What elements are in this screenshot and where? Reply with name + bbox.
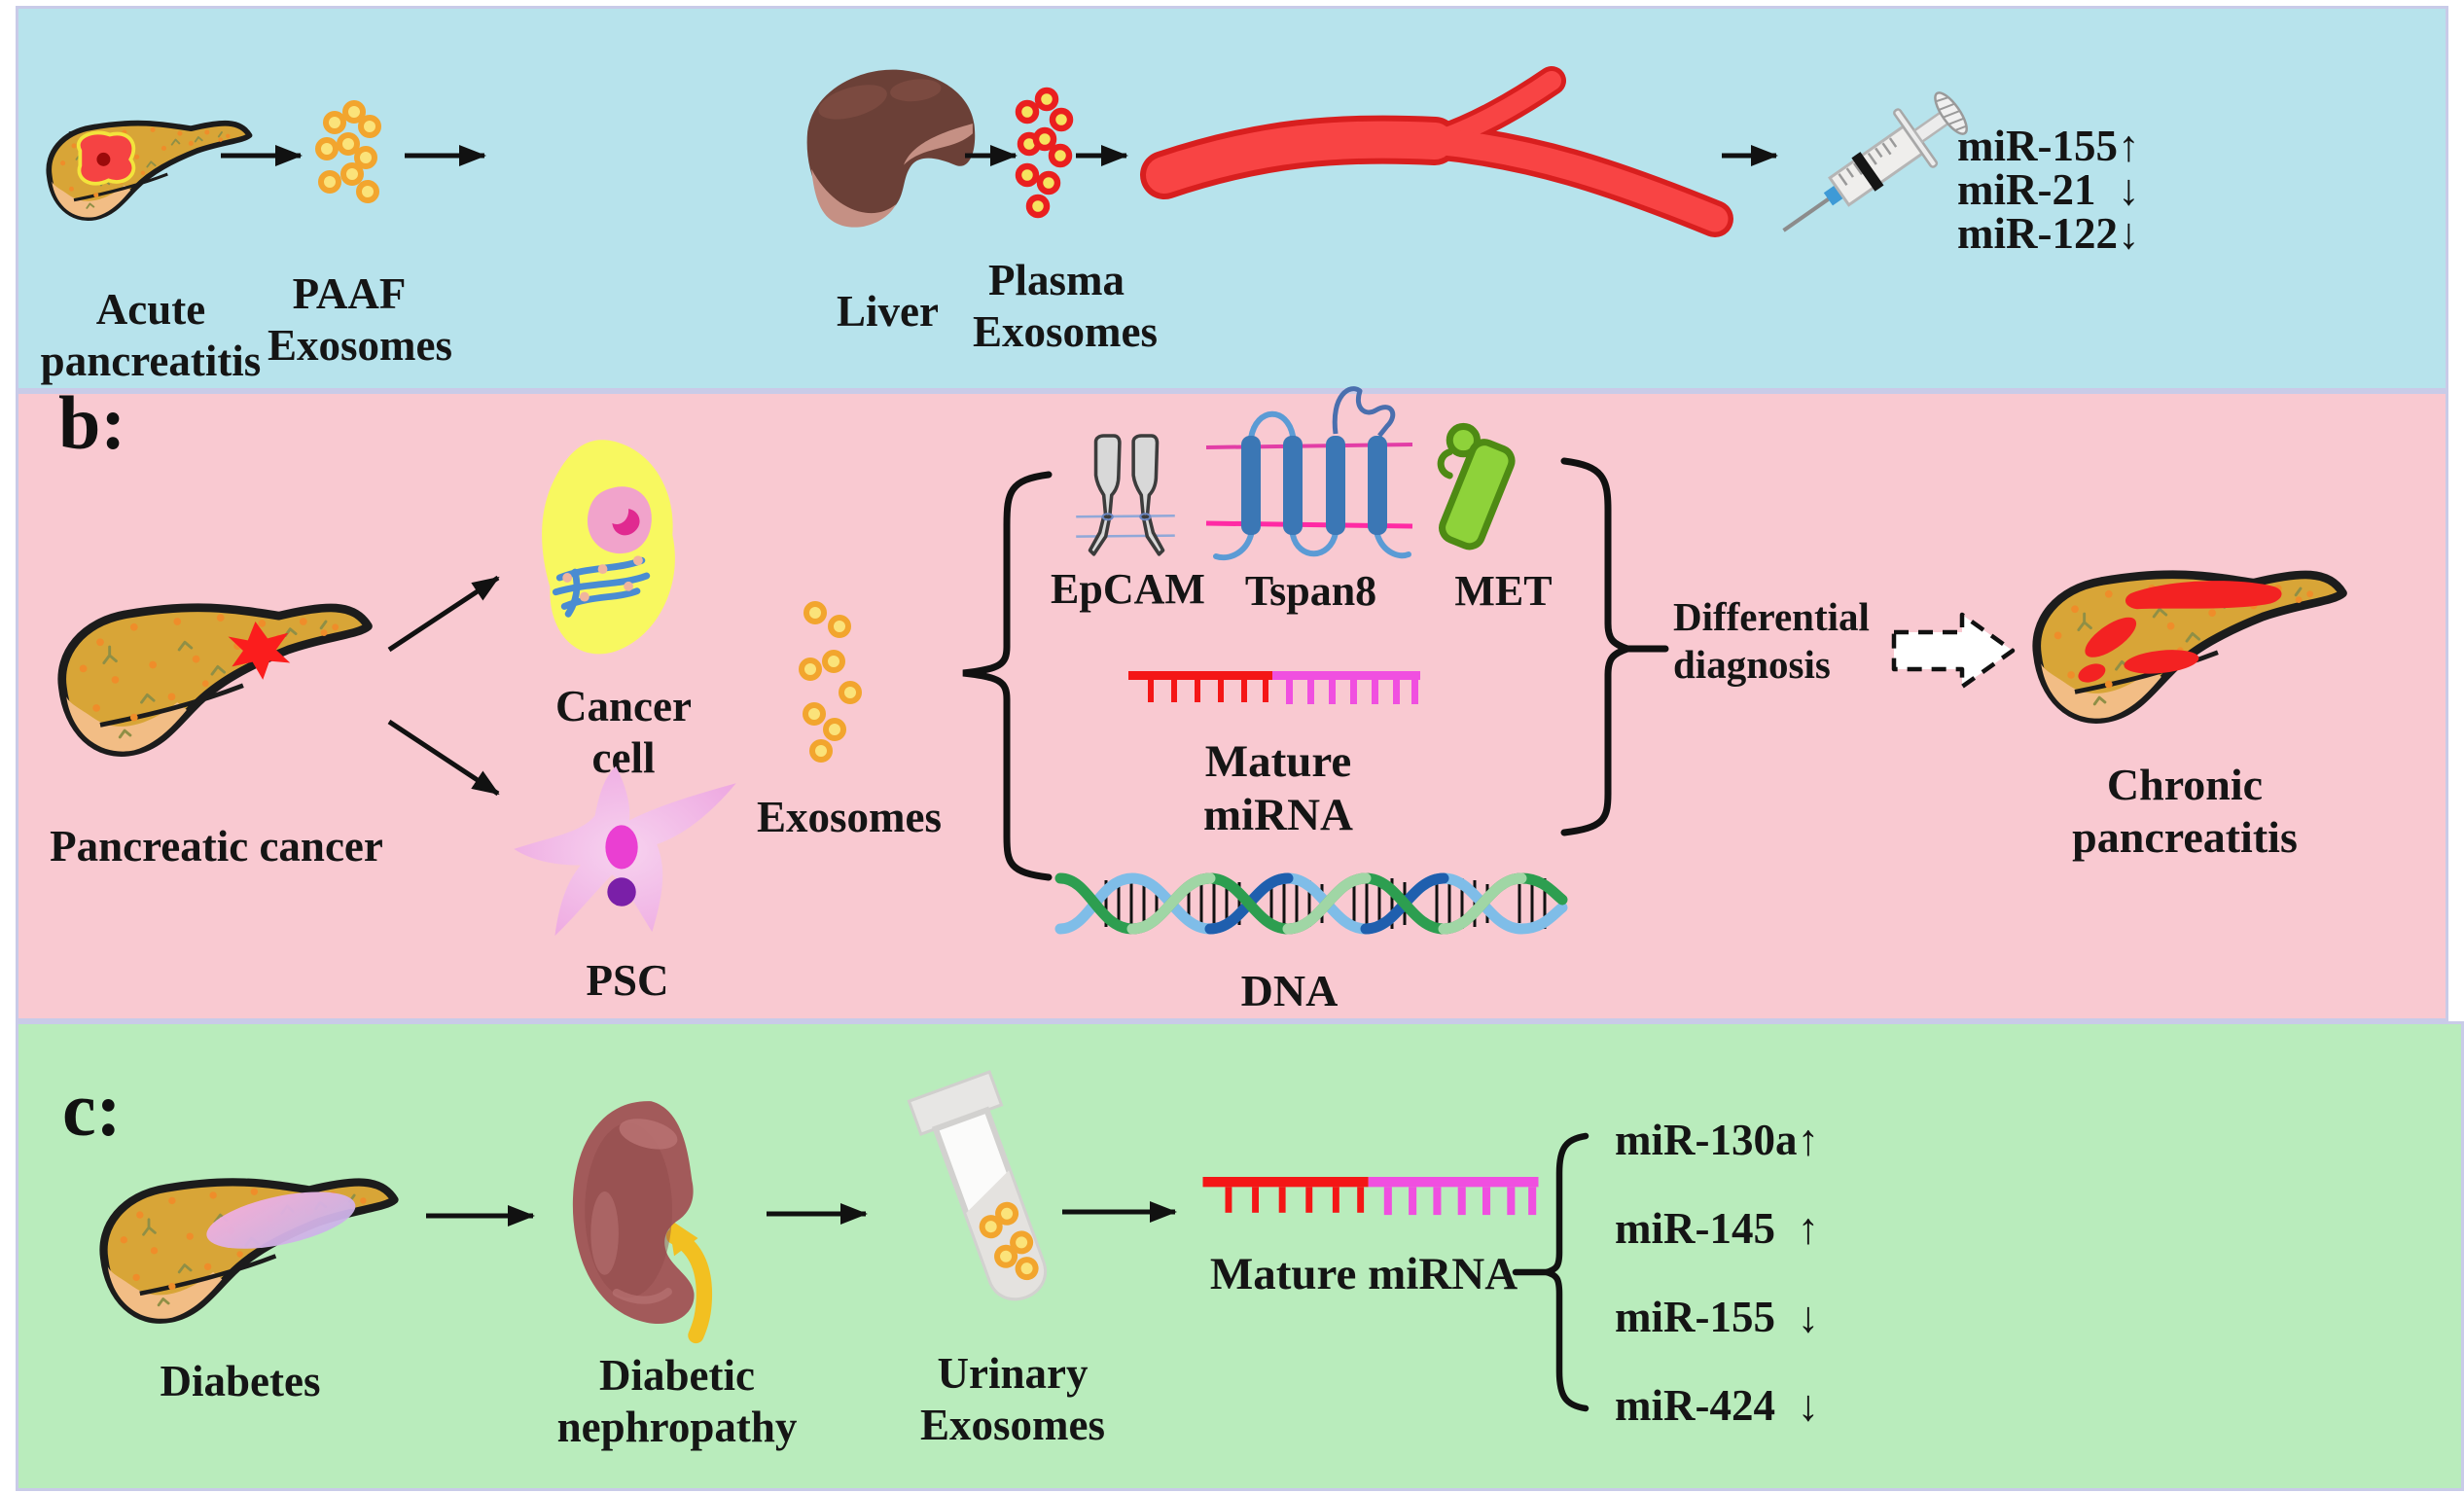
- cancer-cell-label: Cancer cell: [555, 682, 692, 783]
- arrow-right-icon: [1722, 145, 1778, 166]
- diabetes-pancreas-illustration: [56, 1151, 438, 1347]
- arrow-right-icon: [965, 145, 1018, 166]
- panel-a-acute-pancreatitis: [16, 6, 2448, 391]
- mature-mirna-label: Mature miRNA: [1202, 736, 1354, 841]
- pancreatic-cancer-illustration: [44, 574, 382, 782]
- acute-pancreatitis-label: Acute pancreatitis: [40, 285, 262, 386]
- differential-diagnosis-label: Differential diagnosis: [1673, 594, 1870, 688]
- mature-mirna-label-c: Mature miRNA: [1209, 1249, 1518, 1299]
- cancer-cell-illustration: [542, 440, 675, 655]
- arrow-right-icon: [405, 145, 486, 166]
- plasma-exosomes-label: Plasma Exosomes: [973, 256, 1158, 357]
- arrow-right-icon: [1076, 145, 1128, 166]
- liver-label: Liver: [837, 287, 939, 336]
- panel-c-tag: c:: [62, 1067, 122, 1152]
- arrow-right-icon: [426, 1205, 535, 1226]
- mirna-list-brace: [1512, 1132, 1589, 1412]
- dna-label: DNA: [1240, 966, 1339, 1015]
- arrow-right-icon: [221, 145, 303, 166]
- epcam-protein-icon: [1076, 434, 1175, 556]
- mirna-a-3: miR-122↓: [1957, 209, 2140, 258]
- mature-mirna-icon: [1202, 1177, 1539, 1216]
- dna-helix-illustration: [1054, 872, 1568, 935]
- arrow-down-right-icon: [387, 719, 500, 797]
- kidney-illustration: [572, 1101, 713, 1344]
- acute-pancreas-illustration: [37, 74, 259, 265]
- psc-label: PSC: [586, 956, 669, 1005]
- met-protein-icon: [1437, 422, 1516, 551]
- tspan8-label: Tspan8: [1244, 567, 1377, 615]
- mature-mirna-icon: [1128, 671, 1420, 704]
- mirna-a-2: miR-21 ↓: [1957, 165, 2140, 214]
- arrow-up-right-icon: [387, 575, 500, 653]
- liver-illustration: [806, 69, 976, 228]
- mirna-c-1: miR-130a↑: [1615, 1116, 1819, 1164]
- left-brace: [962, 471, 1053, 881]
- plasma-exosome-cluster: [1012, 88, 1080, 229]
- blood-vessel-illustration: [1140, 66, 1733, 237]
- exosomes-label: Exosomes: [757, 793, 942, 841]
- right-brace: [1560, 457, 1669, 836]
- paaf-exosome-cluster: [311, 100, 387, 209]
- diabetic-nephropathy-label: Diabetic nephropathy: [556, 1351, 798, 1452]
- tspan8-protein-icon: [1205, 386, 1413, 561]
- panel-b-tag: b:: [58, 380, 126, 465]
- syringe-icon: [1782, 91, 1968, 232]
- epcam-label: EpCAM: [1051, 565, 1205, 613]
- mirna-c-2: miR-145 ↑: [1615, 1204, 1819, 1253]
- psc-cell-illustration: [514, 765, 736, 937]
- chronic-pancreatitis-illustration: [2018, 541, 2357, 749]
- diabetes-label: Diabetes: [160, 1357, 321, 1405]
- urine-test-tube-illustration: [907, 1070, 1048, 1301]
- urinary-exosomes-label: Urinary Exosomes: [920, 1349, 1105, 1450]
- paaf-exosomes-label: PAAF Exosomes: [268, 269, 452, 371]
- exosome-cluster: [796, 589, 869, 760]
- mirna-c-3: miR-155 ↓: [1615, 1293, 1819, 1341]
- arrow-right-icon: [1062, 1201, 1177, 1223]
- dashed-arrow-icon: [1891, 612, 2016, 690]
- met-label: MET: [1454, 567, 1553, 615]
- pancreatic-cancer-label: Pancreatic cancer: [50, 822, 383, 871]
- mirna-c-4: miR-424 ↓: [1615, 1381, 1819, 1430]
- panel-c-diabetes: [16, 1021, 2464, 1491]
- mirna-a-1: miR-155↑: [1957, 122, 2140, 170]
- chronic-pancreatitis-label: Chronic pancreatitis: [2072, 760, 2298, 863]
- arrow-right-icon: [767, 1203, 868, 1225]
